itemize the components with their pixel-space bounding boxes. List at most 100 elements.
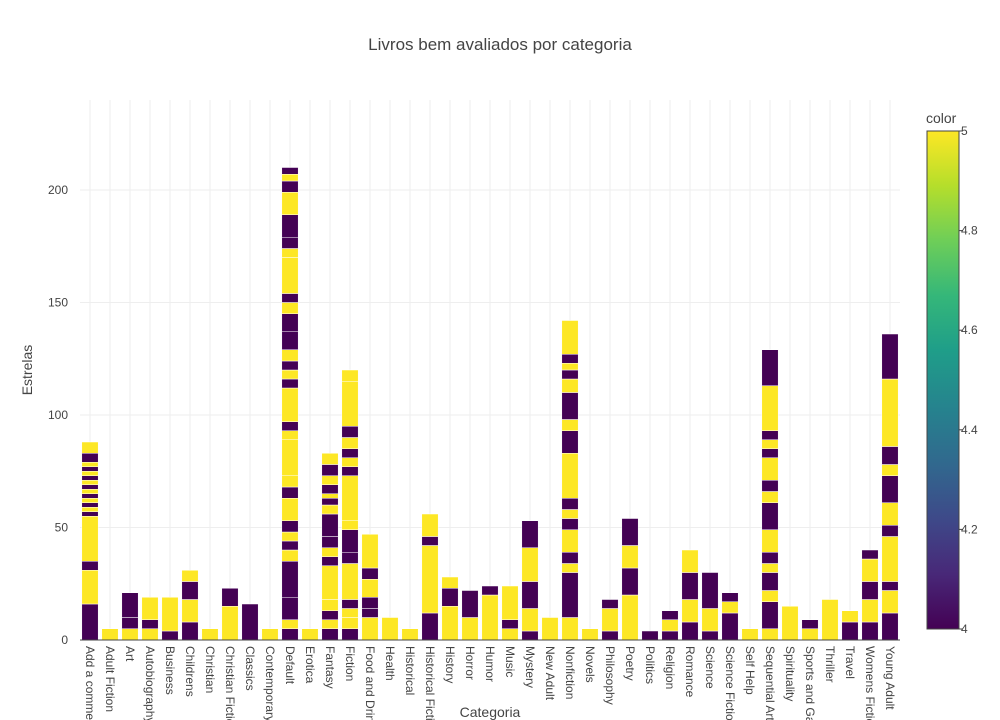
bar-segment <box>281 302 299 314</box>
x-tick-label: Humor <box>483 646 497 682</box>
bar-segment <box>561 529 579 553</box>
bar-segment <box>561 453 579 499</box>
bar-segment <box>361 567 379 580</box>
bar-segment <box>881 475 899 503</box>
bar-segment <box>521 608 539 632</box>
bar-segment <box>281 349 299 362</box>
bar-segment <box>481 585 499 596</box>
bar-segment <box>281 549 299 562</box>
bar-segment <box>321 453 339 465</box>
bar-segment <box>341 608 359 618</box>
bar-segment <box>661 619 679 632</box>
bar-segment <box>761 628 779 641</box>
x-tick-label: Mystery <box>523 646 537 688</box>
bar-segment <box>501 585 519 620</box>
bar-segment <box>881 590 899 614</box>
bar-segment <box>421 536 439 546</box>
bar-segment <box>321 599 339 611</box>
bar-segment <box>341 529 359 553</box>
bar-segment <box>441 606 459 641</box>
bar-segment <box>521 581 539 609</box>
x-tick-label: Politics <box>643 646 657 684</box>
bar-segment <box>561 392 579 420</box>
bar-segment <box>81 511 99 517</box>
bar-segment <box>521 630 539 641</box>
bar-segment <box>321 464 339 476</box>
bar-segment <box>401 628 419 641</box>
bar-segment <box>661 630 679 641</box>
bar-segment <box>881 446 899 465</box>
bar-segment <box>261 628 279 641</box>
x-tick-label: Christian Fiction <box>223 646 237 720</box>
bar-segment <box>321 610 339 620</box>
colorbar-tick-label: 4.4 <box>961 423 978 437</box>
bar-segment <box>81 493 99 499</box>
x-tick-label: Erotica <box>303 646 317 684</box>
bar-segment <box>361 579 379 598</box>
bar-segment <box>81 603 99 641</box>
bar-segment <box>881 525 899 537</box>
bar-segment <box>781 606 799 641</box>
bar-segment <box>281 628 299 641</box>
x-tick-label: Classics <box>243 646 257 691</box>
bar-segment <box>281 439 299 476</box>
x-tick-label: New Adult <box>543 646 557 701</box>
x-tick-label: Food and Drink <box>363 646 377 720</box>
bar-segment <box>801 628 819 641</box>
bar-segment <box>321 504 339 515</box>
bar-segment <box>281 486 299 499</box>
bar-segment <box>321 565 339 600</box>
x-tick-label: Autobiography <box>143 646 157 720</box>
bar-segment <box>321 484 339 494</box>
x-tick-label: History <box>443 646 457 683</box>
bar-segment <box>621 545 639 569</box>
bar-segment <box>81 516 99 562</box>
bar-segment <box>361 608 379 618</box>
bar-segment <box>321 493 339 499</box>
colorbar-tick-label: 5 <box>961 124 968 138</box>
x-tick-label: Romance <box>683 646 697 698</box>
bar-segment <box>481 594 499 641</box>
bar-segment <box>761 502 779 530</box>
bar-segment <box>761 385 779 431</box>
bar-segment <box>881 464 899 476</box>
bar-segment <box>321 628 339 641</box>
x-tick-label: Sports and Games <box>803 646 817 720</box>
bar-segment <box>241 603 259 641</box>
bar-segment <box>341 426 359 438</box>
bar-segment <box>361 534 379 569</box>
bar-segment <box>681 572 699 600</box>
bar-segment <box>561 378 579 393</box>
bar-segment <box>821 599 839 641</box>
bar-segment <box>561 320 579 355</box>
bar-segment <box>281 475 299 488</box>
bar-segment <box>141 628 159 641</box>
x-axis-title: Categoria <box>460 704 521 720</box>
bar-segment <box>341 466 359 476</box>
bar-segment <box>561 498 579 510</box>
bar-segment <box>421 612 439 641</box>
x-tick-label: Business <box>163 646 177 695</box>
bar-segment <box>341 448 359 458</box>
x-tick-label: Art <box>123 646 137 662</box>
bar-segment <box>281 378 299 389</box>
bar-segment <box>761 457 779 481</box>
bar-segment <box>321 556 339 566</box>
bar-segment <box>341 552 359 564</box>
bar-segment <box>561 509 579 519</box>
bar-segment <box>881 612 899 641</box>
colorbar-tick-label: 4.8 <box>961 224 978 238</box>
bar-segment <box>321 536 339 548</box>
x-tick-label: Christian <box>203 646 217 693</box>
bar-segment <box>281 293 299 303</box>
x-tick-label: Young Adult <box>883 646 897 710</box>
bar-segment <box>281 498 299 521</box>
bar-segment <box>561 518 579 530</box>
x-tick-label: Travel <box>843 646 857 679</box>
x-tick-label: Thriller <box>823 646 837 683</box>
bar-segment <box>861 581 879 600</box>
bar-segment <box>801 619 819 629</box>
bar-segment <box>281 237 299 249</box>
bar-segment <box>321 475 339 485</box>
